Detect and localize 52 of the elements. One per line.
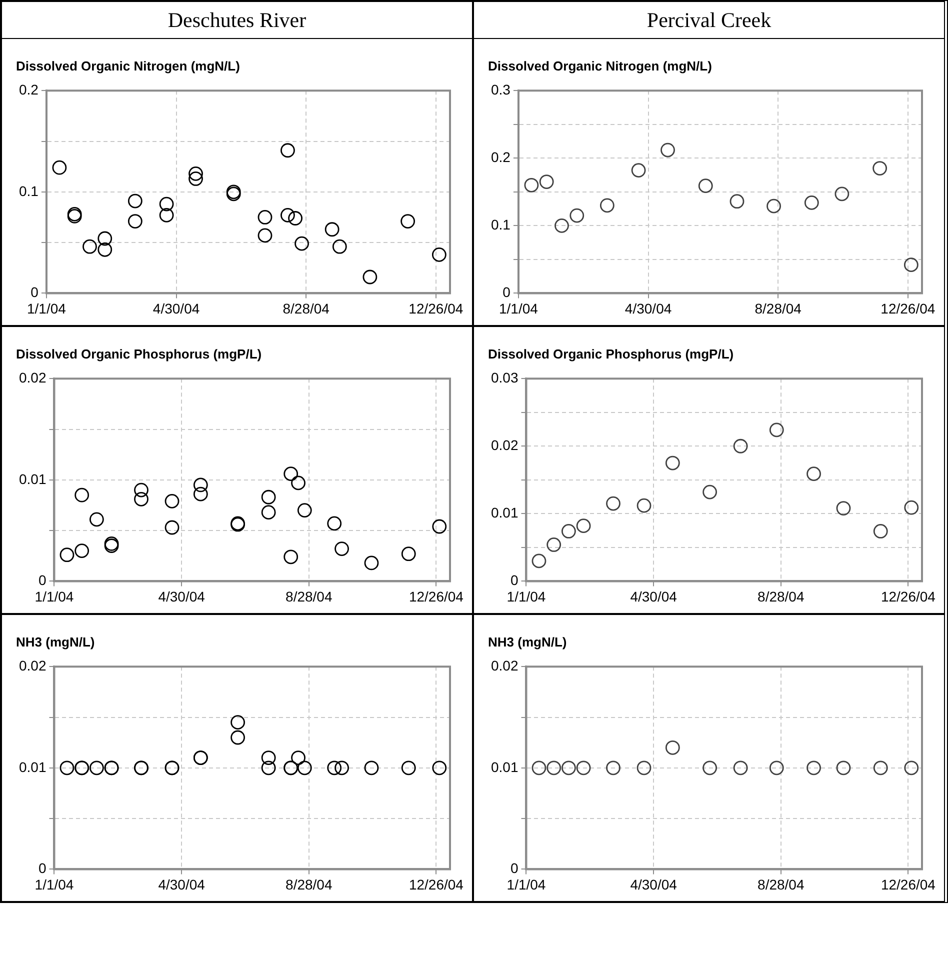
x-tick-label: 8/28/04 [286,588,332,604]
y-tick-label: 0.3 [490,81,511,98]
y-tick-label: 0 [30,284,39,300]
y-tick-label: 0.02 [491,436,518,453]
x-tick-label: 4/30/04 [158,876,206,892]
y-tick-label: 0.01 [491,504,518,521]
y-tick-label: 0.2 [18,81,39,98]
y-tick-label: 0.1 [18,182,39,199]
x-tick-label: 8/28/04 [282,300,330,316]
text: Deschutes River [2,2,472,39]
y-tick-label: 0.01 [491,758,518,775]
x-tick-label: 1/1/04 [34,588,74,604]
y-tick-label: 0.01 [19,758,46,775]
y-tick-label: 0 [510,860,518,876]
y-tick-label: 0 [38,860,46,876]
x-tick-label: 12/26/04 [880,300,936,316]
x-tick-label: 12/26/04 [880,588,936,604]
y-tick-label: 0.02 [19,657,46,674]
x-tick-label: 4/30/04 [158,588,206,604]
x-tick-label: 12/26/04 [408,588,464,604]
x-tick-label: 8/28/04 [754,300,802,316]
x-tick-label: 1/1/04 [506,876,546,892]
text: Percival Creek [474,2,944,39]
x-tick-label: 8/28/04 [758,876,804,892]
x-tick-label: 4/30/04 [630,588,678,604]
chart-title: Dissolved Organic Phosphorus (mgP/L) [16,346,262,362]
x-tick-label: 4/30/04 [630,876,678,892]
y-tick-label: 0.03 [491,369,518,386]
x-tick-label: 1/1/04 [506,588,546,604]
y-tick-label: 0.02 [491,657,518,674]
x-tick-label: 4/30/04 [624,300,672,316]
x-tick-label: 1/1/04 [34,876,74,892]
x-tick-label: 12/26/04 [880,876,936,892]
y-tick-label: 0.2 [490,148,511,165]
chart-title: Dissolved Organic Nitrogen (mgN/L) [488,58,712,74]
x-tick-label: 4/30/04 [152,300,200,316]
x-tick-label: 12/26/04 [408,876,464,892]
y-tick-label: 0.1 [490,216,511,233]
x-tick-label: 12/26/04 [408,300,464,316]
x-tick-label: 1/1/04 [498,300,538,316]
y-tick-label: 0.02 [19,369,46,386]
chart-title: NH3 (mgN/L) [488,634,567,650]
chart-title: Dissolved Organic Phosphorus (mgP/L) [488,346,734,362]
y-tick-label: 0 [510,572,518,588]
chart-title: NH3 (mgN/L) [16,634,95,650]
y-tick-label: 0 [38,572,46,588]
y-tick-label: 0.01 [19,470,46,487]
chart-title: Dissolved Organic Nitrogen (mgN/L) [16,58,240,74]
y-tick-label: 0 [502,284,511,300]
x-tick-label: 1/1/04 [26,300,66,316]
x-tick-label: 8/28/04 [758,588,804,604]
x-tick-label: 8/28/04 [286,876,332,892]
